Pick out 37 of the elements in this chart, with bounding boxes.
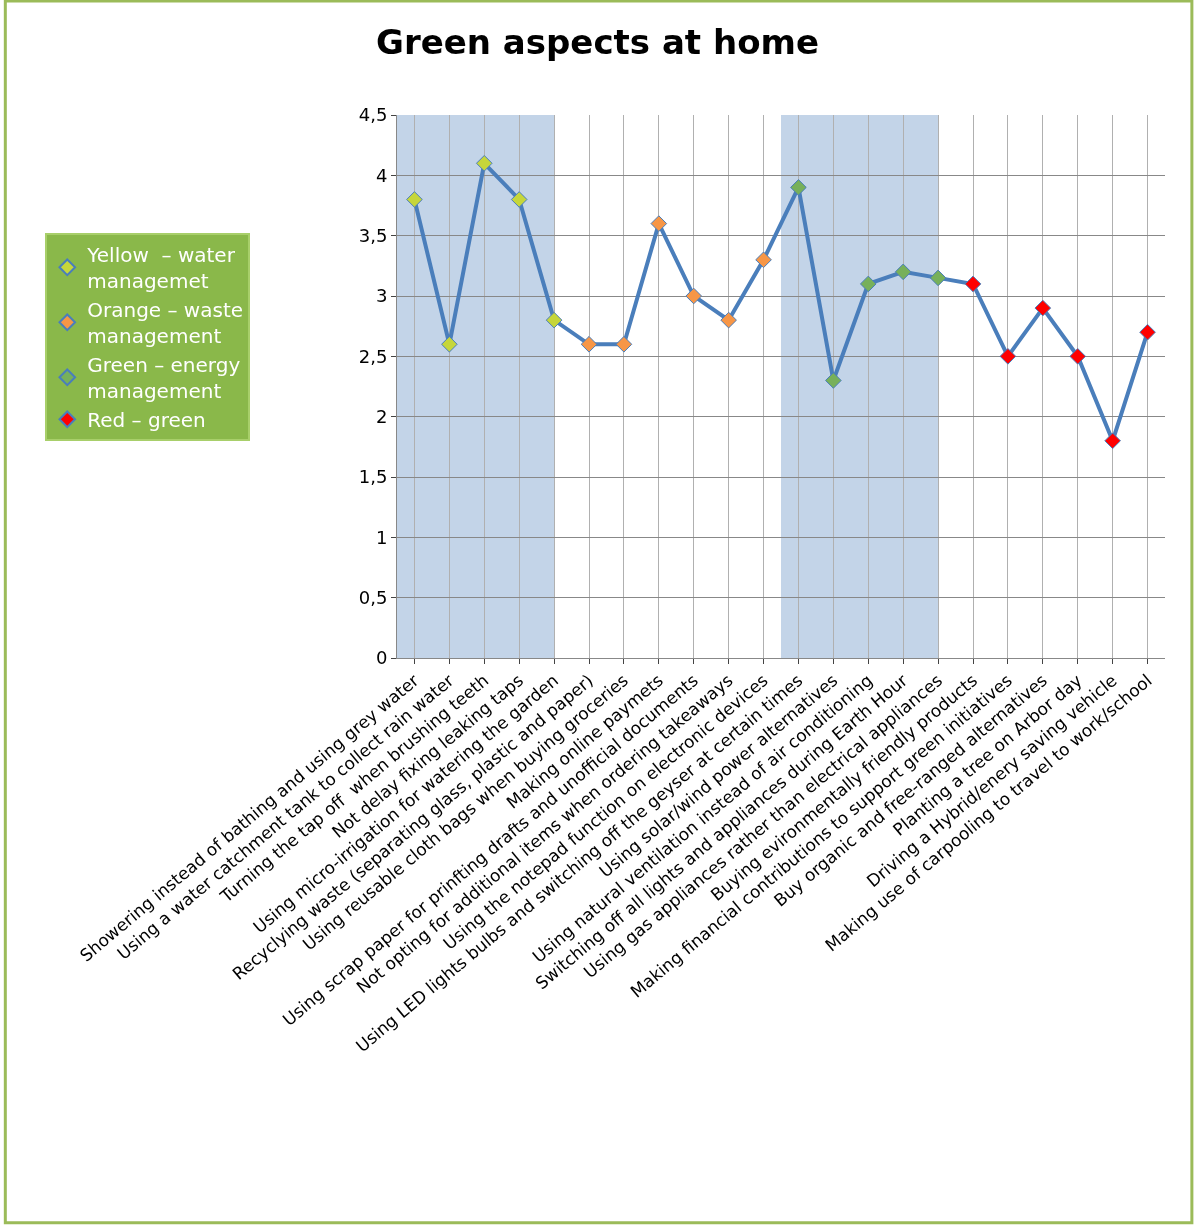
point [545,311,563,329]
y-tick-label: 0,5 [358,586,388,608]
point [755,251,772,269]
legend-label: Green – energy management [87,353,241,404]
y-tick-label: 3 [375,285,388,307]
point [929,269,947,287]
y-tick-label: 1,5 [358,466,388,488]
point [790,179,807,196]
point [475,154,493,172]
point [1069,348,1087,365]
point [685,287,703,305]
point [720,311,737,329]
point [441,335,458,353]
point [999,348,1017,365]
y-tick-label: 4 [375,164,388,186]
point [580,335,598,353]
point [1104,432,1121,450]
legend-label: Orange – waste management [87,298,244,349]
point [964,275,982,293]
point [406,191,423,208]
point [1034,299,1052,317]
legend-label: Red – green [87,408,206,433]
point [859,275,877,293]
y-tick-label: 1 [375,526,388,548]
point [1139,323,1156,341]
y-tick-label: 2,5 [358,345,388,367]
y-tick-label: 0 [375,647,388,669]
point [510,191,528,208]
y-tick-label: 4,5 [358,104,388,126]
chart-title: Green aspects at home [376,22,819,63]
point [825,372,842,389]
y-tick-label: 2 [375,405,388,427]
y-tick-label: 3,5 [358,224,388,246]
point [650,215,668,232]
point [894,263,912,281]
legend-label: Yellow – water managemet [86,243,236,294]
point [615,335,633,353]
